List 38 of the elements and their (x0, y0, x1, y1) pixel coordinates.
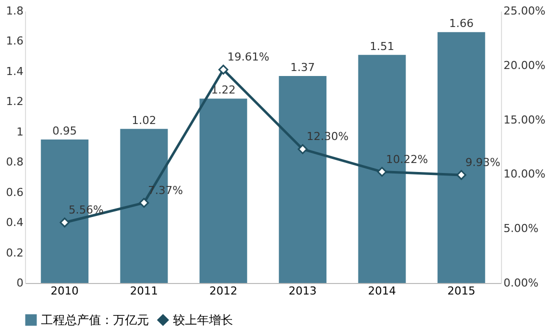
point (456, 170, 466, 180)
y-tick-label: 0.8 (6, 156, 24, 169)
legend-label: 较上年增长 (173, 313, 233, 327)
y-tick-label: 1.2 (6, 95, 24, 108)
point (298, 144, 308, 154)
y-tick-label: 1.4 (6, 64, 24, 78)
data-label: 1.51 (370, 40, 394, 53)
data-label: 1.66 (449, 17, 474, 30)
data-label: 1.22 (211, 84, 236, 97)
y2-tick-label: 5.00% (504, 222, 538, 236)
y2-tick-label: 20.00% (504, 58, 546, 72)
data-label: 19.61% (227, 50, 270, 64)
y2-tick-label: 15.00% (504, 113, 546, 126)
point (60, 218, 70, 228)
x-tick-label: 2014 (368, 284, 396, 298)
data-label: 1.02 (132, 114, 156, 127)
x-tick-label: 2010 (50, 284, 79, 298)
x-tick-label: 2012 (209, 284, 238, 298)
bar (200, 98, 248, 283)
y2-tick-label: 25.00% (504, 4, 546, 18)
x-tick-label: 2015 (447, 284, 476, 298)
y-tick-label: 0.2 (6, 246, 24, 260)
y2-tick-label: 0.00% (504, 276, 538, 290)
legend-label: 工程总产值：万亿元 (41, 313, 149, 327)
data-label: 1.37 (290, 60, 315, 74)
x-tick-label: 2011 (130, 284, 158, 298)
x-tick-label: 2013 (288, 284, 317, 298)
point (377, 166, 387, 177)
point (139, 198, 149, 208)
y-tick-label: 0.4 (6, 216, 24, 230)
point (218, 64, 228, 75)
y-tick-label: 0 (16, 276, 24, 290)
y-tick-label: 1.8 (6, 4, 24, 18)
data-label: 0.95 (52, 124, 77, 138)
y-tick-label: 1.6 (6, 34, 24, 48)
y-tick-label: 1 (16, 125, 24, 138)
y-tick-label: 0.6 (6, 186, 24, 199)
y2-tick-label: 10.00% (504, 168, 546, 181)
